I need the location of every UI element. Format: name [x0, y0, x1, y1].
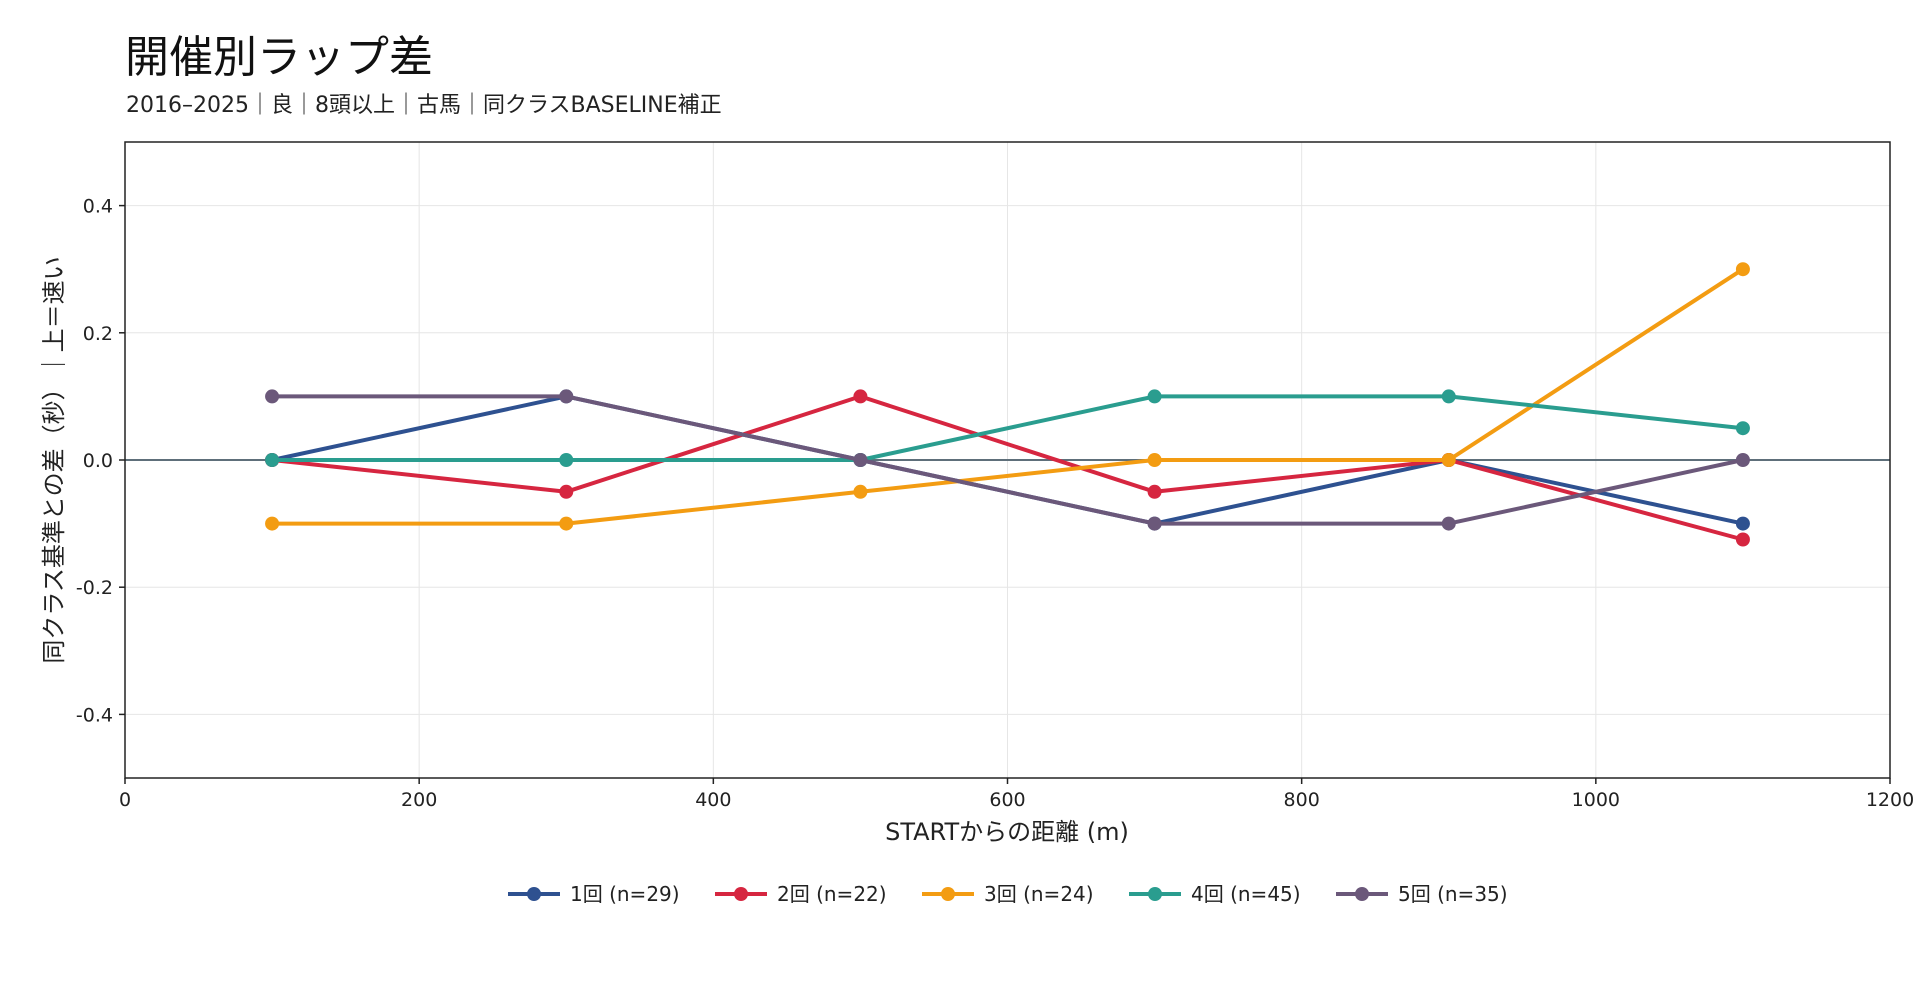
data-point — [1441, 389, 1456, 404]
x-tick-label: 600 — [989, 789, 1025, 811]
axis-ticks: 0 200 400 600 800 1000 1200 -0.4 -0.2 0.0 0.2 0.4 — [76, 196, 1914, 811]
series-5 — [265, 389, 1750, 531]
data-point — [1441, 516, 1456, 531]
legend-label: 4回 (n=45) — [1191, 882, 1301, 906]
data-point — [1735, 516, 1750, 531]
legend: 1回 (n=29) 2回 (n=22) 3回 (n=24) 4回 (n=45) 5回 (… — [508, 882, 1508, 906]
data-point — [853, 389, 868, 404]
legend-label: 3回 (n=24) — [984, 882, 1094, 906]
y-tick-label: 0.4 — [83, 196, 113, 218]
series-line — [272, 394, 1744, 526]
legend-swatch-marker — [527, 887, 541, 901]
legend-label: 5回 (n=35) — [1398, 882, 1508, 906]
legend-item: 4回 (n=45) — [1129, 882, 1301, 906]
legend-swatch-marker — [941, 887, 955, 901]
data-point — [559, 516, 574, 531]
legend-item: 1回 (n=29) — [508, 882, 680, 906]
series-line — [271, 394, 1744, 542]
y-axis-label: 同クラス基準との差（秒）｜上＝速い — [40, 256, 68, 663]
legend-swatch-marker — [1148, 887, 1162, 901]
legend-item: 5回 (n=35) — [1336, 882, 1508, 906]
legend-swatch-marker — [1355, 887, 1369, 901]
chart-title: 開催別ラップ差 — [125, 32, 433, 83]
legend-label: 1回 (n=29) — [570, 882, 680, 906]
y-tick-label: 0.0 — [83, 450, 113, 472]
data-point — [559, 484, 574, 499]
legend-item: 2回 (n=22) — [715, 882, 887, 906]
series-line — [272, 267, 1744, 526]
y-tick-label: 0.2 — [83, 323, 113, 345]
data-point — [559, 389, 574, 404]
x-axis-label: STARTからの距離 (m) — [885, 818, 1129, 846]
y-tick-label: -0.4 — [76, 704, 113, 726]
x-tick-label: 1200 — [1866, 789, 1914, 811]
series-3 — [265, 262, 1750, 531]
data-point — [1147, 484, 1162, 499]
data-point — [1147, 453, 1162, 467]
data-point — [265, 389, 280, 404]
x-tick-label: 800 — [1284, 789, 1320, 811]
data-point — [853, 484, 868, 499]
data-point — [265, 516, 280, 531]
data-point — [559, 453, 574, 467]
x-tick-label: 0 — [119, 789, 131, 811]
data-point — [1735, 421, 1750, 436]
data-point — [1735, 453, 1750, 467]
y-tick-label: -0.2 — [76, 577, 113, 599]
series-lines — [265, 262, 1750, 547]
legend-swatch-marker — [734, 887, 748, 901]
data-point — [1147, 389, 1162, 404]
data-point — [1441, 453, 1456, 467]
series-line — [272, 394, 1744, 462]
data-point — [1147, 516, 1162, 531]
x-tick-label: 400 — [695, 789, 731, 811]
legend-label: 2回 (n=22) — [777, 882, 887, 906]
chart-subtitle: 2016–2025｜良｜8頭以上｜古馬｜同クラスBASELINE補正 — [126, 93, 722, 118]
x-tick-label: 200 — [401, 789, 437, 811]
data-point — [1735, 532, 1750, 547]
legend-item: 3回 (n=24) — [922, 882, 1094, 906]
data-point — [853, 453, 868, 467]
data-point — [265, 453, 280, 467]
data-point — [1735, 262, 1750, 277]
x-tick-label: 1000 — [1572, 789, 1620, 811]
